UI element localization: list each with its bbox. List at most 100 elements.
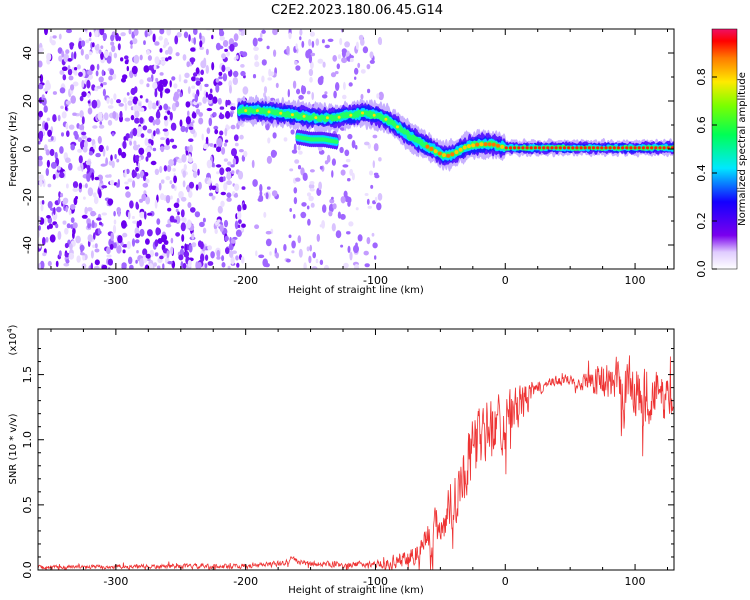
spectrogram-noise-blob [192,170,198,179]
spectrogram-noise-blob [91,212,97,216]
spectrogram-noise-blob [116,158,120,163]
spectrogram-noise-blob [322,61,326,68]
spectrogram-noise-blob [82,255,86,261]
spectrogram-noise-blob [62,74,67,81]
spectrogram-noise-blob [328,210,333,217]
spectrogram-noise-blob [138,147,145,155]
spectrogram-noise-blob [215,164,222,168]
spectrogram-noise-blob [195,77,200,81]
spectrogram-noise-blob [66,223,71,229]
spectrogram-noise-blob [111,132,115,137]
spectrogram-noise-blob [310,52,316,57]
spectrogram-peak-dot [650,146,654,150]
spectrogram-noise-blob [132,180,136,188]
spectrogram-peak-dot [454,150,459,155]
spectrogram-noise-blob [61,66,68,71]
spectrogram-noise-blob [77,137,83,143]
spectrogram-noise-blob [297,145,301,151]
spectrogram-noise-blob [343,81,346,91]
spectrogram-noise-blob [252,179,258,187]
spectrogram-noise-blob [192,162,198,172]
spectrogram-noise-blob [143,174,146,182]
x-tick-label: 0 [502,575,509,588]
spectrogram-noise-blob [149,249,154,258]
spectrogram-peak-dot [567,146,571,150]
spectrogram-noise-blob [183,250,190,258]
spectrogram-noise-blob [188,190,193,198]
spectrogram-noise-blob [65,49,70,54]
spectrogram-noise-blob [102,82,107,86]
spectrogram-noise-blob [90,250,94,259]
spectrogram-noise-blob [98,221,103,226]
spectrogram-noise-blob [40,204,44,212]
spectrogram-noise-blob [265,192,269,200]
spectrogram-noise-blob [39,133,43,142]
spectrogram-noise-blob [106,254,112,258]
spectrogram-noise-blob [219,176,225,183]
spectrogram-noise-blob [155,110,161,120]
spectrogram-noise-blob [123,97,127,104]
spectrogram-noise-blob [329,198,335,204]
spectrogram-noise-blob [194,93,199,103]
spectrogram-noise-blob [219,36,225,41]
spectrogram-noise-blob [57,230,62,240]
spectrogram-noise-blob [191,232,195,240]
spectrogram-peak-dot [554,146,558,150]
spectrogram-peak-dot [604,146,608,150]
spectrogram-noise-blob [160,60,166,65]
spectrogram-peak-dot [267,110,271,114]
spectrogram-noise-blob [131,65,138,75]
spectrogram-noise-blob [372,200,377,205]
spectrogram-noise-blob [134,239,140,244]
spectrogram-noise-blob [59,87,66,94]
spectrogram-noise-blob [291,240,296,249]
spectrogram-noise-blob [169,111,173,121]
spectrogram-noise-blob [52,173,56,180]
spectrogram-noise-blob [213,125,219,130]
spectrogram-noise-blob [107,119,113,126]
spectrogram-noise-blob [238,149,244,153]
spectrogram-noise-blob [188,181,195,189]
spectrogram-noise-blob [212,112,217,117]
spectrogram-noise-blob [269,251,272,256]
spectrogram-noise-blob [224,127,228,137]
spectrogram-noise-blob [238,219,242,225]
spectrogram-noise-blob [45,168,49,176]
spectrogram-noise-blob [206,127,211,134]
spectrogram-noise-blob [292,214,296,219]
spectrogram-noise-blob [214,129,219,135]
colorbar-tick-label: 0.4 [695,164,708,182]
spectrogram-noise-blob [204,83,209,88]
spectrogram-noise-blob [77,148,83,153]
spectrogram-noise-blob [47,183,52,188]
spectrogram-noise-blob [69,204,76,210]
spectrogram-noise-blob [47,260,52,267]
spectrogram-noise-blob [174,35,179,45]
spectrogram-noise-blob [145,98,149,103]
spectrogram-noise-blob [135,201,139,210]
spectrogram-noise-blob [239,134,244,140]
spectrogram-noise-blob [257,197,264,202]
spectrogram-noise-blob [351,140,356,149]
spectrogram-noise-blob [64,227,69,235]
spectrogram-noise-blob [254,54,259,61]
spectrogram-noise-blob [47,201,53,209]
spectrogram-noise-blob [169,138,175,143]
spectrogram-noise-blob [254,224,260,229]
snr-xlabel: Height of straight line (km) [288,585,424,596]
spectrogram-noise-blob [254,61,260,68]
spectrogram-noise-blob [78,182,83,189]
spectrogram-peak-dot [496,143,500,148]
spectrogram-noise-blob [76,255,81,263]
spectrogram-noise-blob [182,180,186,188]
spectrogram-noise-blob [148,263,154,269]
spectrogram-peak-dot [645,146,650,150]
spectrogram-noise-blob [331,158,336,166]
spectrogram-noise-blob [219,167,225,176]
spectrogram-noise-blob [38,225,41,231]
spectrogram-noise-blob [368,170,374,176]
spectrogram-noise-blob [153,64,157,71]
spectrogram-noise-blob [364,263,370,268]
spectrogram-noise-blob [342,94,347,100]
spectrogram-peak-dot [633,146,637,150]
